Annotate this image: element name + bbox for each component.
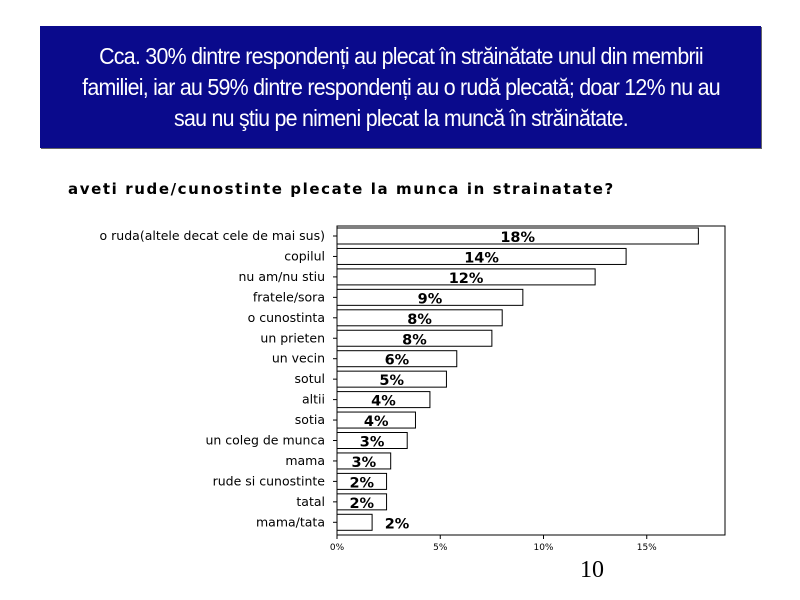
category-label: sotia: [295, 412, 325, 427]
bar: [336, 513, 373, 531]
bar: [336, 268, 596, 286]
page-number: 10: [580, 557, 604, 583]
data-label: 9%: [418, 291, 443, 307]
category-label: copilul: [284, 248, 325, 263]
bar: [336, 288, 524, 306]
category-label: un prieten: [260, 330, 325, 345]
category-label: mama/tata: [256, 514, 325, 529]
category-label: altii: [302, 392, 325, 407]
bar: [336, 350, 458, 368]
bar: [336, 247, 627, 265]
data-label: 18%: [500, 230, 535, 246]
data-label: 2%: [349, 496, 374, 512]
data-label: 8%: [407, 312, 432, 328]
bar: [336, 411, 416, 429]
category-label: sotul: [295, 371, 325, 386]
bar: [336, 391, 431, 409]
bar: [336, 452, 392, 470]
x-tick-label: 5%: [433, 543, 448, 553]
chart-title: aveti rude/cunostinte plecate la munca i…: [68, 180, 615, 198]
data-label: 3%: [352, 455, 377, 471]
category-label: fratele/sora: [253, 289, 325, 304]
category-label: un coleg de munca: [205, 433, 325, 448]
data-label: 14%: [464, 250, 499, 266]
category-label: tatal: [296, 494, 325, 509]
data-label: 6%: [385, 353, 410, 369]
data-label: 8%: [402, 332, 427, 348]
category-label: o cunostinta: [248, 310, 325, 325]
category-label: un vecin: [272, 351, 325, 366]
bar: [336, 227, 699, 245]
data-label: 2%: [349, 475, 374, 491]
data-label: 2%: [385, 516, 410, 532]
data-label: 12%: [449, 271, 484, 287]
bar: [336, 329, 493, 347]
bar: [336, 432, 408, 449]
category-label: rude si cunostinte: [213, 473, 326, 488]
data-label: 4%: [364, 414, 389, 430]
headline-banner: Cca. 30% dintre respondenți au plecat în…: [40, 26, 761, 148]
headline-text: Cca. 30% dintre respondenți au plecat în…: [81, 42, 720, 131]
bar: [336, 309, 503, 327]
data-label: 5%: [379, 373, 404, 389]
category-label: o ruda(altele decat cele de mai sus): [100, 228, 325, 243]
category-label: nu am/nu stiu: [239, 269, 326, 284]
data-label: 3%: [360, 435, 385, 451]
data-label: 4%: [371, 394, 396, 410]
bar: [336, 370, 447, 388]
x-tick-label: 10%: [533, 543, 553, 553]
x-tick-label: 0%: [330, 543, 345, 553]
category-label: mama: [285, 453, 325, 468]
bar: [336, 493, 388, 511]
x-tick-label: 15%: [637, 543, 657, 553]
bar: [336, 472, 388, 490]
